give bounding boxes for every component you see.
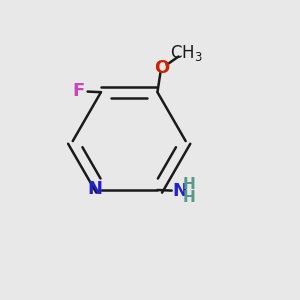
Text: H: H bbox=[182, 177, 195, 192]
Text: CH$_3$: CH$_3$ bbox=[170, 43, 203, 63]
Text: F: F bbox=[73, 82, 85, 100]
Text: N: N bbox=[87, 180, 102, 198]
Text: N: N bbox=[172, 182, 187, 200]
Text: H: H bbox=[182, 190, 195, 205]
Text: O: O bbox=[154, 59, 169, 77]
